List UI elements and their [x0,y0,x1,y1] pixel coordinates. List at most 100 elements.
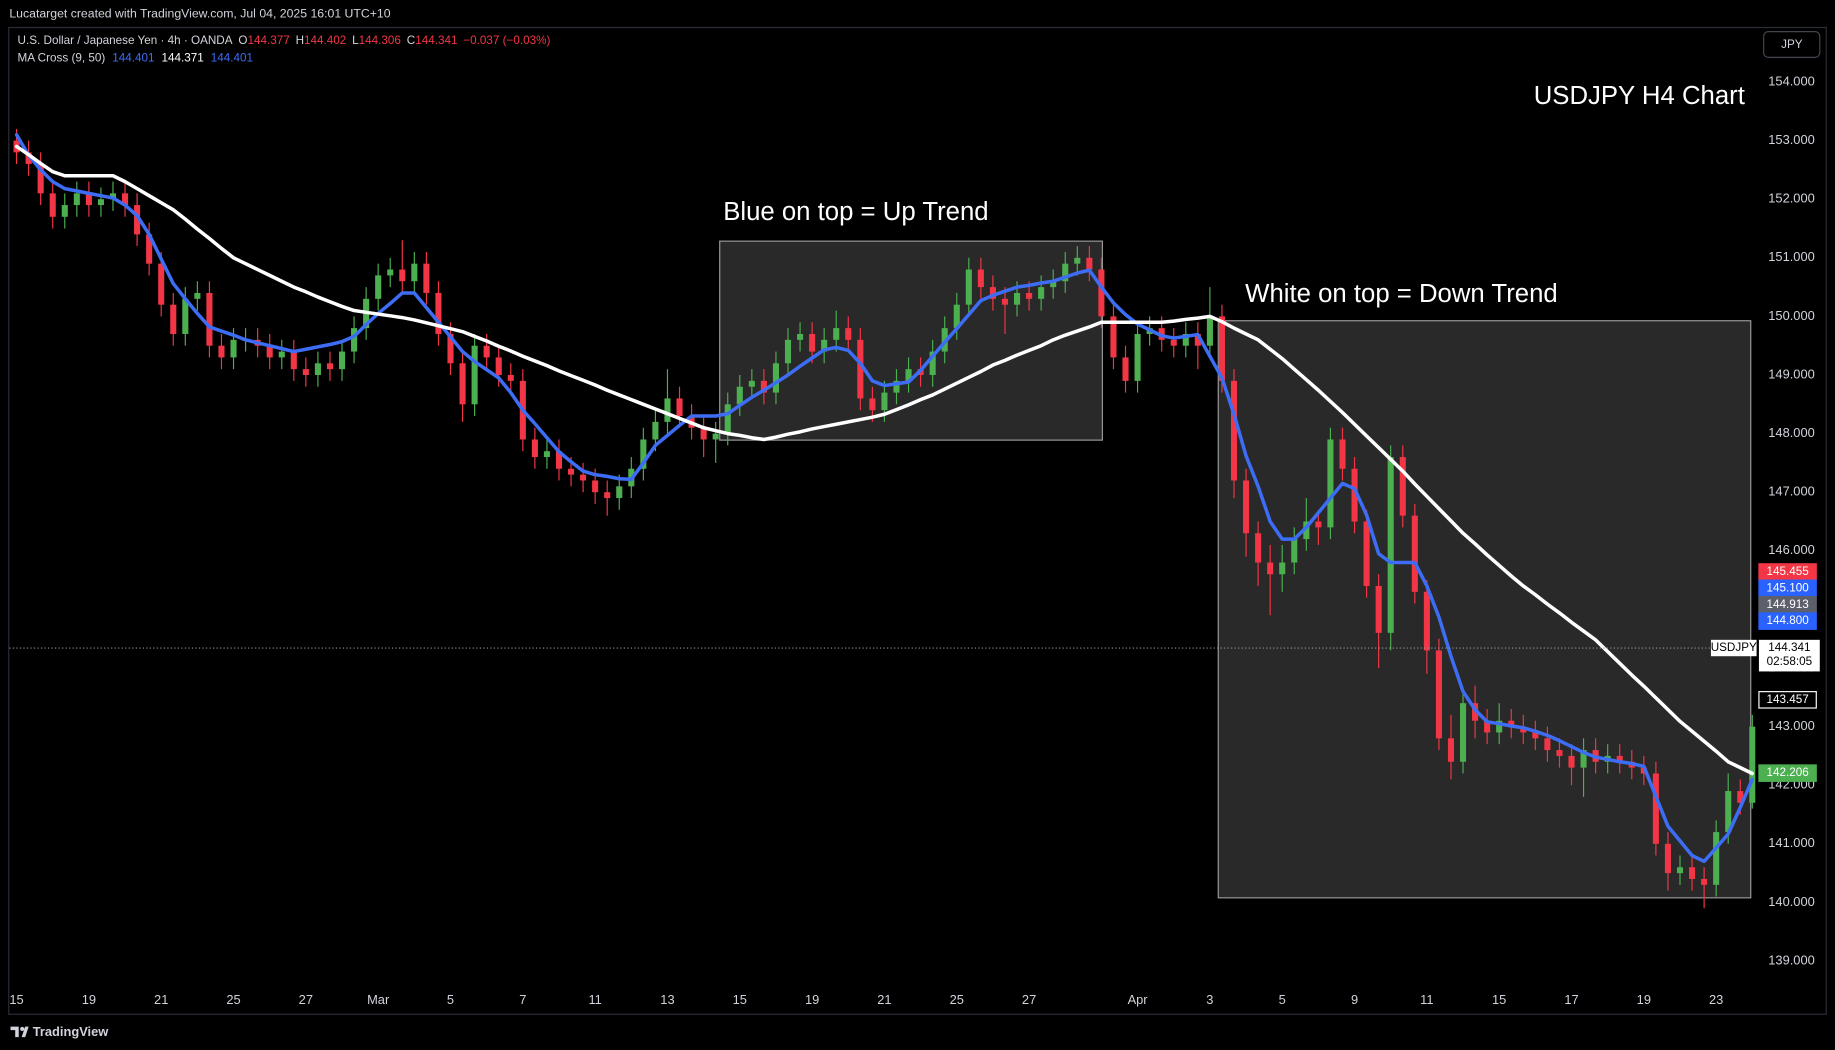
y-tick-label: 150.000 [1768,308,1814,323]
candle-body [1218,316,1225,381]
candle-body [1544,738,1551,751]
y-tick-label: 149.000 [1768,366,1814,381]
x-tick-label: 21 [154,992,168,1007]
y-tick-label: 154.000 [1768,73,1814,88]
legend-key: H [296,34,304,47]
candle-body [1315,521,1322,528]
candle-body [411,263,418,282]
candle-body [1122,357,1129,381]
brand: TradingView [33,1024,109,1039]
candle-body [700,427,707,440]
candle-body [531,439,538,458]
price-badge [1758,691,1817,709]
legend-value: 144.341 [415,34,457,47]
candle-body [1387,457,1394,633]
candle-body [857,339,864,399]
candle-body [676,398,683,417]
candle-body [206,292,213,346]
candle-body [1182,333,1189,346]
candle-body [1351,468,1358,522]
x-tick-label: Apr [1128,992,1149,1007]
candle-body [1038,287,1045,299]
x-tick-label: 9 [1351,992,1358,1007]
annotation: Blue on top = Up Trend [723,198,988,226]
x-tick-label: 15 [733,992,747,1007]
x-tick-label: 13 [660,992,674,1007]
candle-body [1291,539,1298,563]
candle-body [1363,521,1370,586]
price-badge-label: 145.100 [1766,581,1809,594]
legend-key: C [407,34,415,47]
ma-line [14,144,1755,776]
x-tick-label: 5 [447,992,454,1007]
candle-body [1110,316,1117,358]
candle-body [664,398,671,422]
candle-body [869,398,876,411]
candle-body [495,357,502,376]
candle-body [712,433,719,440]
candle-body [881,392,888,411]
x-tick-label: 27 [1022,992,1036,1007]
button-frame[interactable] [1763,31,1821,58]
candle-body [1230,380,1238,481]
candle-body [1013,292,1021,305]
candle-body [989,287,996,299]
candle-body [1749,726,1756,803]
candle-body [507,375,514,381]
price-badge [1758,612,1817,630]
x-tick-label: 7 [519,992,526,1007]
x-tick-label: 15 [1492,992,1506,1007]
candle-body [1725,791,1732,833]
candle-body [471,345,478,405]
candle-body [905,369,912,381]
candle-body [230,339,237,358]
candle-body [567,468,575,475]
legend-key: L [352,34,359,47]
candle-body [170,304,177,334]
candle-body [845,328,852,340]
candle-body [266,345,273,358]
candle-body [314,363,321,376]
candle-body [736,386,743,405]
x-tick-label: 19 [805,992,819,1007]
candle-body [1098,269,1105,317]
candle-body [182,298,189,334]
symbol-badge [1710,639,1757,657]
candle-body [1616,755,1623,762]
currency-button[interactable]: JPY [1763,31,1821,58]
button-label[interactable]: JPY [1781,38,1803,51]
candle-body [1327,439,1334,528]
candle-body [85,193,92,206]
indicator-legend: MA Cross (9, 50) 144.401 144.371 144.401 [18,52,253,65]
candle-body [652,421,659,440]
candle-body [543,451,550,458]
candle-body [1459,703,1467,762]
candle-body [555,451,563,469]
x-tick-label: 25 [226,992,240,1007]
last-price-badge [1758,639,1820,672]
indicator-name: MA Cross (9, 50) [18,52,106,65]
chart-title: USDJPY H4 Chart [1534,82,1745,110]
annotation: White on top = Down Trend [1245,280,1558,308]
candle-body [1664,843,1671,874]
candle-body [1001,298,1009,305]
price-badge-label: 144.913 [1766,598,1808,611]
ma-line [14,132,1755,864]
y-tick-label: 151.000 [1768,249,1814,264]
uptrend-box [719,240,1103,441]
candle-body [1267,562,1274,575]
series-layer [13,128,1756,909]
x-tick-label: 19 [1637,992,1651,1007]
candle-body [929,351,936,376]
symbol-legend: U.S. Dollar / Japanese Yen · 4h · OANDA O… [18,34,551,47]
candle-body [640,439,647,469]
candle-body [580,474,587,481]
x-tick-label: 19 [82,992,96,1007]
candle-body [326,363,334,370]
candle-body [387,269,394,276]
legend-value: 144.401 [211,52,253,65]
candle-body [61,205,68,217]
candle-body [724,404,731,434]
logo-mark [21,1026,29,1038]
